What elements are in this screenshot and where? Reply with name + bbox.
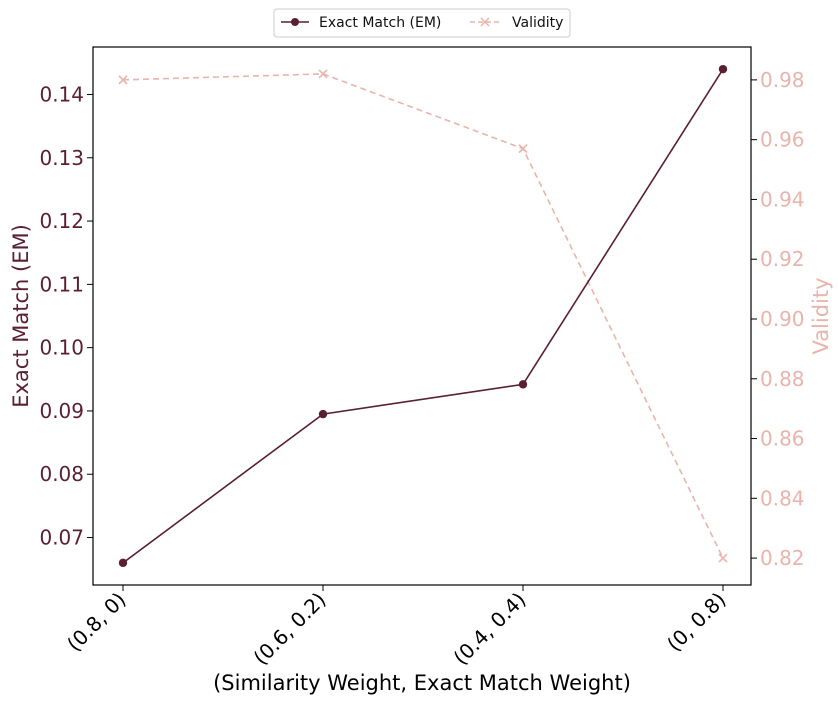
legend: Exact Match (EM) Validity — [273, 8, 571, 38]
y-left-tick-label: 0.12 — [39, 209, 84, 233]
y-right-tick-label: 0.82 — [760, 546, 805, 570]
em-point — [318, 409, 328, 419]
y-left-tick-label: 0.08 — [39, 462, 84, 486]
x-tick-label: (0.8, 0) — [62, 588, 130, 656]
x-tick-label: (0.6, 0.2) — [249, 588, 331, 670]
y-left-tick-label: 0.07 — [39, 526, 84, 550]
series-layer — [118, 64, 728, 568]
em-point — [118, 558, 128, 568]
validity-point — [518, 144, 528, 154]
x-axis: (0.8, 0) (0.6, 0.2) (0.4, 0.4) (0, 0.8) — [62, 585, 731, 670]
y-axis-right: 0.82 0.84 0.86 0.88 0.90 0.92 0.94 0.96 0.98 — [751, 68, 805, 570]
x-tick-label: (0.4, 0.4) — [449, 588, 531, 670]
legend-validity-label: Validity — [512, 15, 563, 31]
y-right-tick-label: 0.86 — [760, 427, 805, 451]
y-axis-right-title: Validity — [809, 277, 833, 354]
y-left-tick-label: 0.13 — [39, 146, 84, 170]
y-right-tick-label: 0.94 — [760, 187, 805, 211]
y-left-tick-label: 0.10 — [39, 336, 84, 360]
legend-validity-marker — [480, 17, 490, 27]
legend-box — [273, 8, 571, 38]
validity-line — [122, 73, 724, 559]
x-axis-title: (Similarity Weight, Exact Match Weight) — [213, 671, 631, 695]
em-line — [122, 68, 724, 564]
y-axis-left-title: Exact Match (EM) — [9, 224, 33, 408]
plot-frame — [92, 46, 752, 586]
legend-em-label: Exact Match (EM) — [319, 15, 441, 31]
y-left-tick-label: 0.11 — [39, 272, 84, 296]
validity-point — [718, 553, 728, 563]
plot-frame-group — [92, 46, 752, 586]
y-right-tick-label: 0.90 — [760, 307, 805, 331]
y-right-tick-label: 0.96 — [760, 128, 805, 152]
y-left-tick-label: 0.09 — [39, 399, 84, 423]
y-left-tick-label: 0.14 — [39, 82, 84, 106]
validity-point — [118, 75, 128, 85]
y-axis-left: 0.07 0.08 0.09 0.10 0.11 0.12 0.13 0.14 — [39, 82, 93, 550]
em-point — [718, 64, 728, 74]
y-right-tick-label: 0.92 — [760, 247, 805, 271]
y-right-tick-label: 0.98 — [760, 68, 805, 92]
em-point — [518, 380, 528, 389]
x-tick-label: (0, 0.8) — [662, 588, 730, 656]
validity-point — [318, 69, 328, 79]
y-right-tick-label: 0.84 — [760, 486, 805, 510]
legend-em-marker — [291, 18, 299, 26]
y-right-tick-label: 0.88 — [760, 367, 805, 391]
